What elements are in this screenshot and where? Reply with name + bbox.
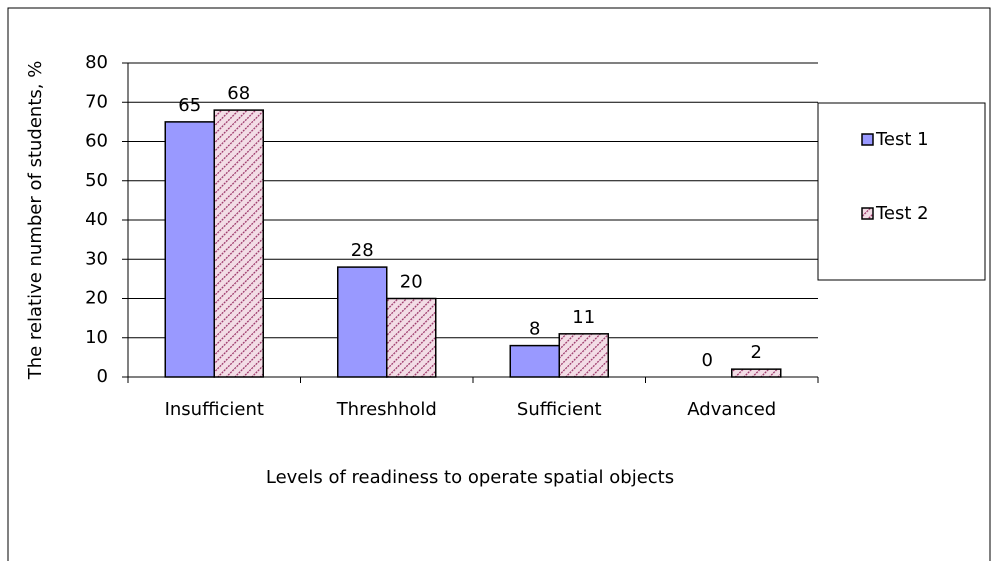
value-label: 11 [572,307,595,328]
chart-border [7,7,991,561]
y-tick-label: 20 [85,288,108,309]
y-tick-label: 30 [85,248,108,269]
bar [386,297,437,378]
value-label: 0 [702,350,713,371]
x-axis-label: Levels of readiness to operate spatial o… [266,467,674,488]
bar [509,344,560,378]
x-tick-label: Threshhold [336,399,437,420]
bar [731,368,782,378]
bar [558,333,609,378]
legend-label: Test 1 [875,129,929,150]
value-label: 20 [400,272,423,293]
value-label: 2 [751,342,762,363]
value-label: 28 [351,240,374,261]
x-tick-label: Sufficient [517,399,602,420]
x-tick-label: Advanced [687,399,776,420]
bar [164,121,215,378]
y-tick-label: 10 [85,327,108,348]
value-label: 8 [529,319,540,340]
y-tick-label: 50 [85,170,108,191]
y-tick-label: 80 [85,52,108,73]
legend-swatch [861,133,874,146]
y-tick-label: 70 [85,91,108,112]
value-label: 68 [227,83,250,104]
legend-swatch [861,207,874,220]
y-tick-label: 40 [85,209,108,230]
y-axis-label: The relative number of students, % [25,61,46,381]
y-tick-label: 60 [85,131,108,152]
value-label: 65 [178,95,201,116]
bar [337,266,388,378]
x-tick-label: Insufficient [165,399,264,420]
y-tick-label: 0 [97,366,108,387]
legend-label: Test 2 [875,203,929,224]
legend-box [817,102,986,281]
bar [213,109,264,378]
